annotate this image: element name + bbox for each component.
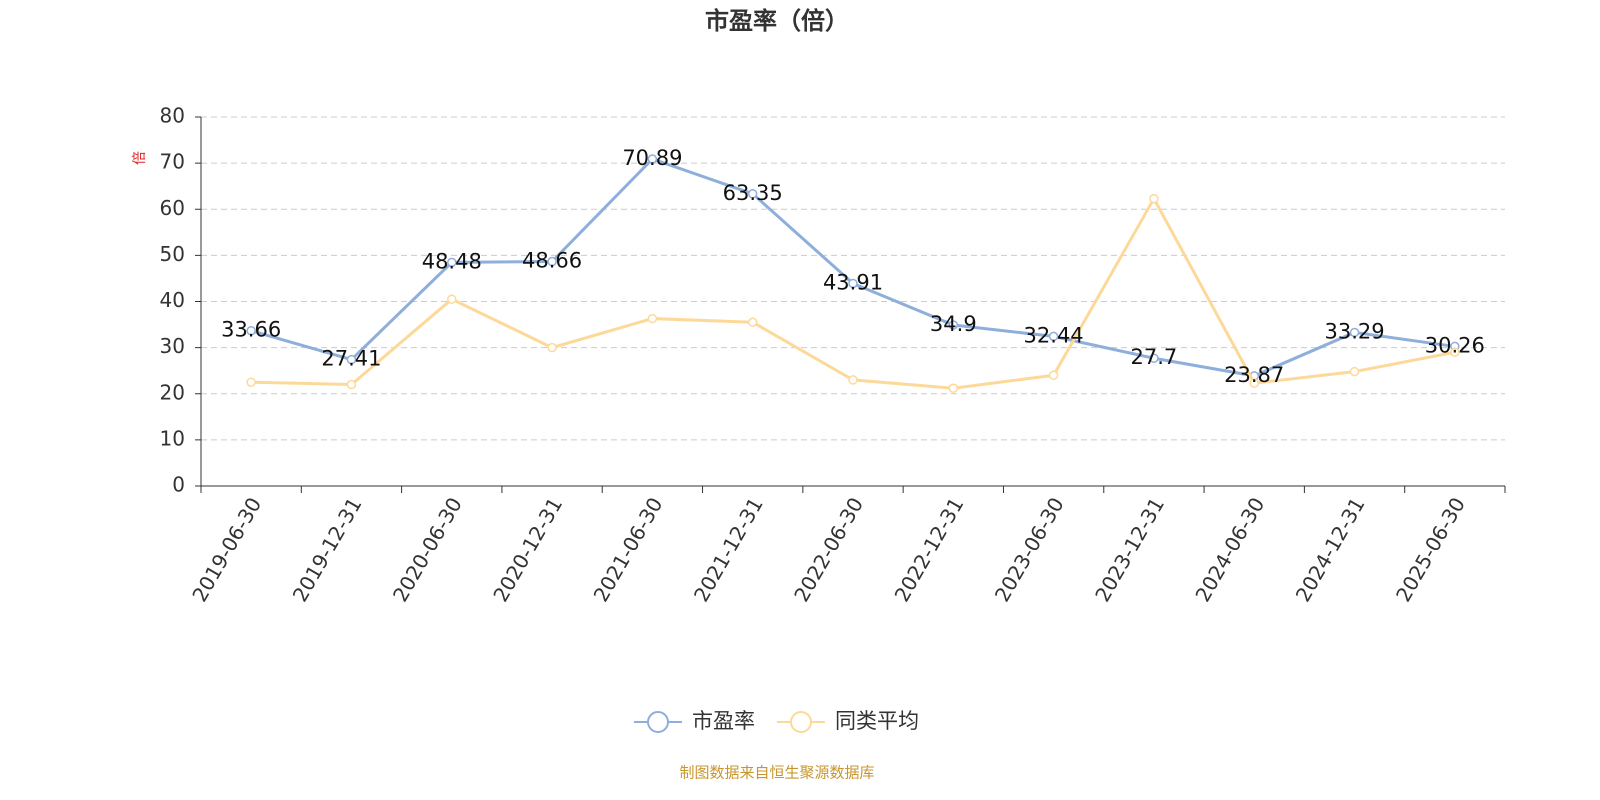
y-tick-label: 50	[160, 242, 185, 266]
source-note: 制图数据来自恒生聚源数据库	[679, 764, 874, 782]
point	[447, 294, 457, 304]
data-label: 43.91	[823, 270, 883, 294]
point	[948, 383, 959, 393]
y-tick-label: 70	[160, 150, 185, 174]
data-label: 23.87	[1224, 363, 1284, 387]
point	[447, 257, 457, 268]
data-label: 33.66	[221, 318, 281, 342]
point	[246, 377, 256, 387]
point	[547, 256, 557, 267]
point	[1450, 347, 1460, 357]
x-tick-label: 2019-12-31	[288, 493, 367, 606]
data-label: 48.48	[422, 249, 482, 273]
x-tick-label: 2023-12-31	[1090, 493, 1169, 606]
x-tick-label: 2024-12-31	[1291, 493, 1370, 606]
point	[1349, 327, 1360, 338]
y-unit: 倍	[132, 151, 148, 165]
legend-label: 市盈率	[692, 709, 755, 733]
x-tick-label: 2020-06-30	[388, 493, 467, 606]
point	[246, 325, 256, 336]
data-label: 32.44	[1024, 323, 1084, 347]
x-tick-label: 2022-12-31	[889, 493, 968, 606]
x-tick-label: 2023-06-30	[990, 493, 1069, 606]
data-label: 27.41	[321, 347, 381, 371]
point	[1048, 331, 1059, 342]
y-tick-label: 80	[160, 104, 185, 128]
point	[1349, 366, 1360, 377]
x-tick-label: 2022-06-30	[789, 493, 868, 606]
y-tick-label: 20	[160, 380, 185, 404]
y-tick-label: 0	[172, 473, 185, 497]
x-tick-label: 2020-12-31	[488, 493, 567, 606]
point	[1149, 353, 1159, 363]
point	[647, 313, 658, 324]
point	[1249, 378, 1259, 388]
point	[848, 278, 858, 289]
point	[1149, 193, 1159, 204]
data-label: 34.9	[930, 312, 977, 336]
data-label: 63.35	[723, 181, 783, 205]
point	[747, 189, 758, 199]
point	[346, 354, 357, 365]
legend-marker	[647, 711, 669, 733]
x-tick-label: 2019-06-30	[187, 493, 266, 606]
x-tick-label: 2025-06-30	[1391, 493, 1470, 606]
y-tick-label: 10	[160, 426, 185, 450]
point	[547, 342, 557, 353]
point	[948, 320, 959, 330]
y-tick-label: 40	[160, 288, 185, 312]
y-tick-label: 60	[160, 196, 185, 220]
legend-marker	[790, 711, 812, 733]
data-label: 27.7	[1131, 345, 1178, 369]
data-label: 48.66	[522, 249, 582, 273]
point	[747, 317, 758, 328]
data-label: 70.89	[622, 146, 682, 170]
x-tick-label: 2024-06-30	[1190, 493, 1269, 606]
legend-label: 同类平均	[835, 709, 919, 733]
chart-title: 市盈率（倍）	[705, 7, 849, 35]
data-label: 30.26	[1425, 333, 1485, 357]
x-tick-label: 2021-06-30	[589, 493, 668, 606]
x-tick-label: 2021-12-31	[689, 493, 768, 606]
point	[848, 375, 858, 385]
point	[1048, 370, 1059, 381]
legend: 市盈率 同类平均	[634, 709, 919, 733]
y-tick-label: 30	[160, 334, 185, 358]
point	[647, 154, 658, 164]
point	[346, 379, 357, 390]
data-label: 33.29	[1324, 319, 1384, 343]
